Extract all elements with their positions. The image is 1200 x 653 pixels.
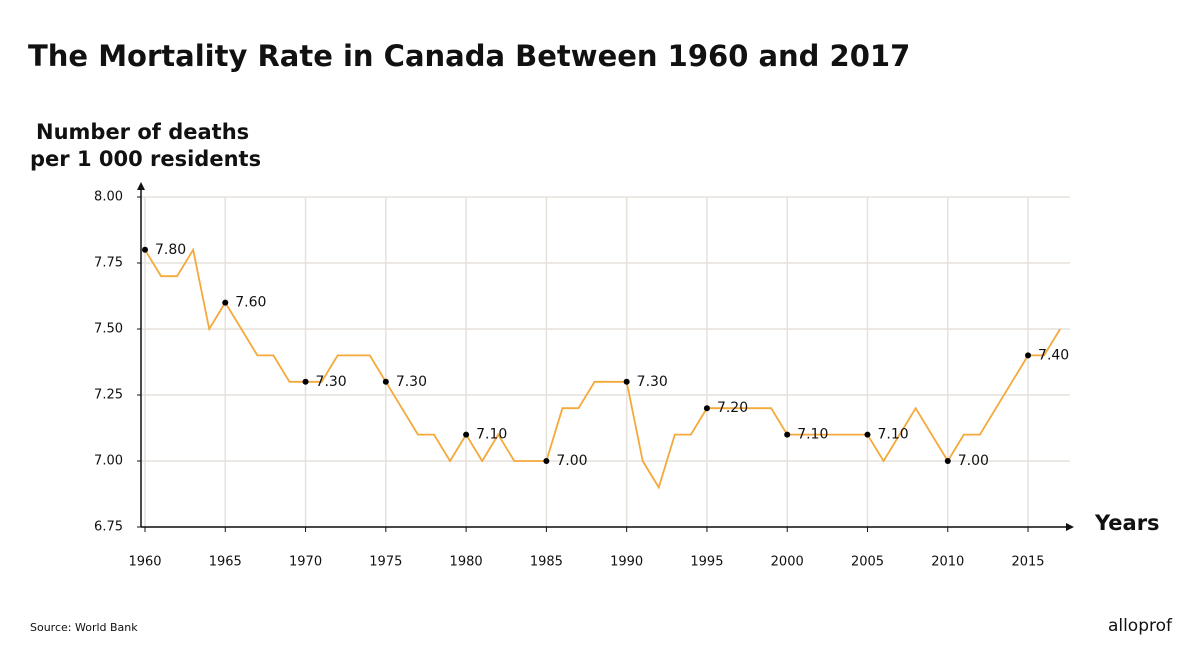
y-axis-label: Number of deaths bbox=[36, 120, 249, 144]
value-label: 7.30 bbox=[316, 374, 347, 390]
x-tick-label: 1990 bbox=[610, 555, 643, 570]
value-label: 7.10 bbox=[476, 427, 507, 443]
point bbox=[222, 299, 229, 306]
chart-title: The Mortality Rate in Canada Between 196… bbox=[28, 39, 910, 73]
source: Source: World Bank bbox=[30, 621, 138, 634]
y-tick-label: 7.50 bbox=[94, 322, 123, 337]
value-label: 7.00 bbox=[556, 453, 587, 469]
x-tick-label: 1975 bbox=[369, 555, 402, 570]
plot: 6.75 7.00 7.25 7.50 7.75 8.00 1960 1965 1970 1975… bbox=[94, 182, 1074, 570]
value-label: 7.10 bbox=[877, 427, 908, 443]
x-tick-label: 2015 bbox=[1011, 555, 1044, 570]
value-label: 7.00 bbox=[958, 453, 989, 469]
point bbox=[944, 458, 951, 464]
point bbox=[543, 458, 550, 464]
value-label: 7.30 bbox=[637, 374, 668, 390]
y-axis-arrow bbox=[137, 182, 145, 190]
point bbox=[463, 431, 470, 438]
value-label: 7.80 bbox=[155, 242, 186, 258]
x-tick-label: 2010 bbox=[931, 555, 964, 570]
logo: alloprof bbox=[1108, 616, 1173, 636]
value-label: 7.30 bbox=[396, 374, 427, 390]
y-tick-label: 8.00 bbox=[94, 190, 123, 205]
point bbox=[623, 378, 630, 385]
x-tick-label: 1995 bbox=[690, 555, 723, 570]
x-tick-label: 1980 bbox=[450, 555, 483, 570]
point bbox=[382, 378, 389, 385]
y-tick-label: 7.25 bbox=[94, 388, 123, 403]
value-label: 7.20 bbox=[717, 400, 748, 416]
point bbox=[302, 378, 309, 385]
point bbox=[784, 431, 791, 438]
y-tick-label: 7.00 bbox=[94, 454, 123, 469]
x-axis-arrow bbox=[1066, 523, 1074, 531]
line bbox=[144, 247, 1061, 490]
x-tick-label: 1970 bbox=[289, 555, 322, 570]
point bbox=[864, 431, 871, 438]
point bbox=[142, 246, 148, 253]
point bbox=[703, 405, 710, 412]
x-axis-label: Years bbox=[1094, 511, 1160, 535]
x-tick-label: 1985 bbox=[530, 555, 563, 570]
value-label: 7.40 bbox=[1038, 347, 1069, 363]
y-axis-label: per 1 000 residents bbox=[30, 147, 261, 171]
x-tick-label: 1965 bbox=[209, 555, 242, 570]
x-tick-label: 1960 bbox=[128, 555, 161, 570]
x-tick-label: 2000 bbox=[771, 555, 804, 570]
value-label: 7.10 bbox=[797, 427, 828, 443]
point bbox=[1025, 352, 1032, 359]
y-tick-label: 6.75 bbox=[94, 520, 123, 535]
x-tick-label: 2005 bbox=[851, 555, 884, 570]
value-label: 7.60 bbox=[235, 295, 266, 311]
y-tick-label: 7.75 bbox=[94, 256, 123, 271]
